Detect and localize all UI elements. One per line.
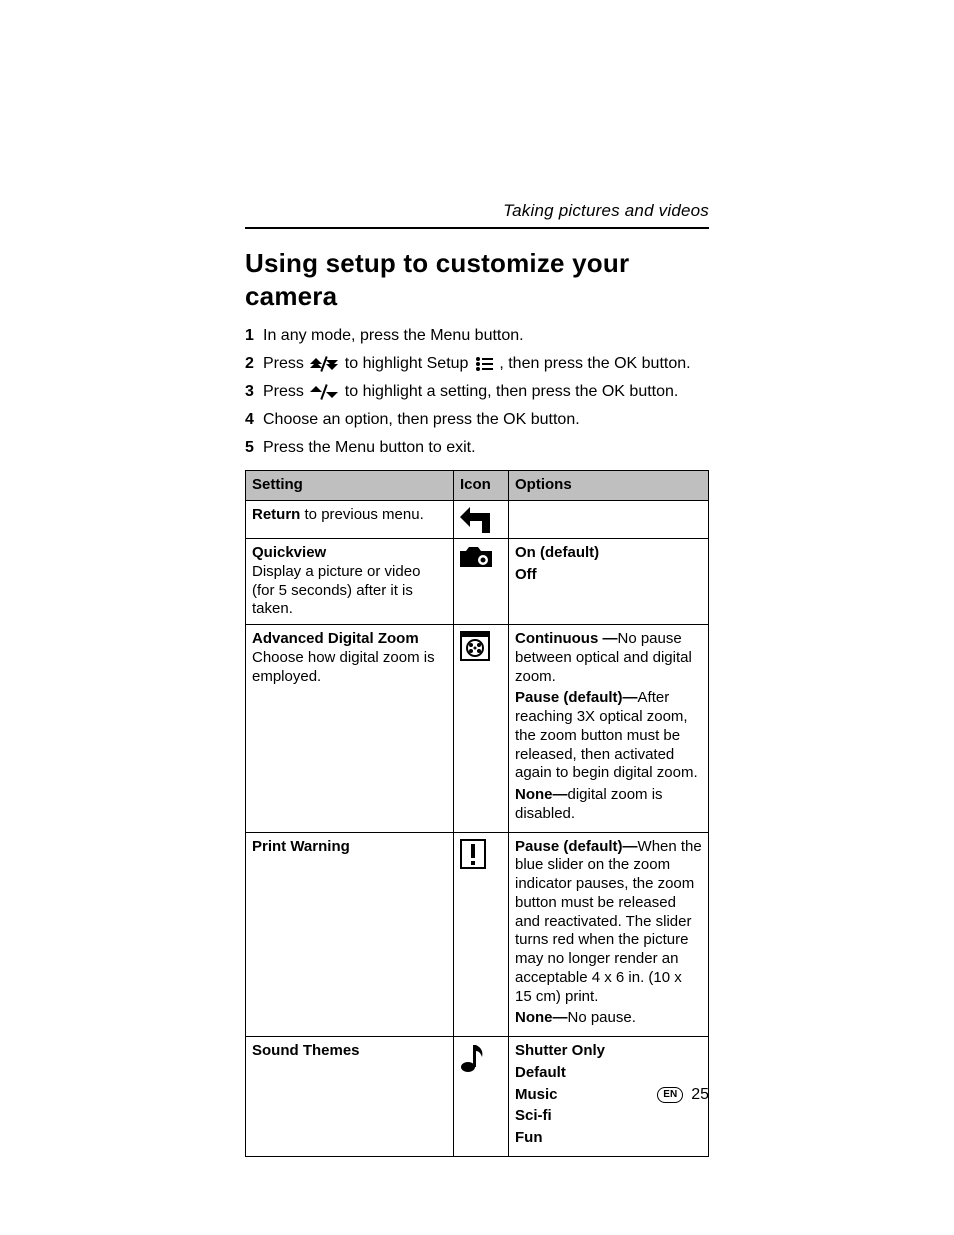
setting-name: Return bbox=[252, 506, 300, 523]
step-text-mid: to highlight a setting, then press the O… bbox=[345, 383, 679, 400]
page-heading: Using setup to customize your camera bbox=[245, 247, 709, 312]
step-number: 2 bbox=[245, 354, 263, 374]
option-bold: Pause (default)— bbox=[515, 838, 638, 855]
table-row: Return to previous menu. bbox=[246, 501, 709, 539]
setting-cell: Return to previous menu. bbox=[246, 501, 454, 539]
option-bold: None— bbox=[515, 786, 568, 803]
quickview-icon bbox=[460, 545, 502, 569]
option-bold: Off bbox=[515, 566, 537, 583]
running-header: Taking pictures and videos bbox=[245, 200, 709, 229]
warning-icon bbox=[460, 839, 502, 869]
step-text: Choose an option, then press the OK butt… bbox=[263, 410, 709, 430]
page-number: 25 bbox=[691, 1085, 709, 1105]
step-3: 3 Press to highlight a setting, then pre… bbox=[245, 382, 709, 402]
step-text: Press to highlight a setting, then press… bbox=[263, 382, 709, 402]
step-4: 4 Choose an option, then press the OK bu… bbox=[245, 410, 709, 430]
music-icon bbox=[460, 1043, 502, 1073]
setting-name: Quickview bbox=[252, 544, 447, 563]
step-text: In any mode, press the Menu button. bbox=[263, 326, 709, 346]
icon-cell bbox=[454, 539, 509, 625]
options-cell: Pause (default)—When the blue slider on … bbox=[509, 832, 709, 1037]
icon-cell bbox=[454, 501, 509, 539]
option-bold: Music bbox=[515, 1086, 558, 1103]
option-bold: On (default) bbox=[515, 544, 599, 561]
updown-icon bbox=[310, 384, 338, 400]
step-2: 2 Press to highlight Setup , then press … bbox=[245, 354, 709, 374]
setting-rest: to previous menu. bbox=[300, 506, 423, 523]
option-bold: Continuous — bbox=[515, 630, 617, 647]
th-icon: Icon bbox=[454, 471, 509, 501]
lang-badge: EN bbox=[657, 1087, 683, 1103]
option-bold: Fun bbox=[515, 1129, 543, 1146]
options-cell: On (default) Off bbox=[509, 539, 709, 625]
steps-list: 1 In any mode, press the Menu button. 2 … bbox=[245, 326, 709, 458]
options-cell: Continuous —No pause between optical and… bbox=[509, 625, 709, 833]
setting-desc: Choose how digital zoom is employed. bbox=[252, 649, 447, 687]
option-bold: Pause (default)— bbox=[515, 689, 638, 706]
setting-name: Print Warning bbox=[252, 838, 447, 857]
th-setting: Setting bbox=[246, 471, 454, 501]
option-text: When the blue slider on the zoom indicat… bbox=[515, 838, 702, 1005]
table-row: Print Warning Pause (default)—When the b… bbox=[246, 832, 709, 1037]
setting-cell: Advanced Digital Zoom Choose how digital… bbox=[246, 625, 454, 833]
table-row: Sound Themes Shutter Only Default Music … bbox=[246, 1037, 709, 1157]
settings-table: Setting Icon Options Return to previous … bbox=[245, 470, 709, 1157]
step-number: 5 bbox=[245, 438, 263, 458]
option-bold: Shutter Only bbox=[515, 1042, 605, 1059]
option-bold: Default bbox=[515, 1064, 566, 1081]
step-number: 1 bbox=[245, 326, 263, 346]
icon-cell bbox=[454, 832, 509, 1037]
table-row: Advanced Digital Zoom Choose how digital… bbox=[246, 625, 709, 833]
step-text-pre: Press bbox=[263, 355, 308, 372]
step-1: 1 In any mode, press the Menu button. bbox=[245, 326, 709, 346]
step-text-pre: Press bbox=[263, 383, 308, 400]
setting-desc: Display a picture or video (for 5 second… bbox=[252, 563, 447, 619]
return-icon bbox=[460, 507, 502, 533]
step-5: 5 Press the Menu button to exit. bbox=[245, 438, 709, 458]
setting-name: Advanced Digital Zoom bbox=[252, 630, 447, 649]
setting-cell: Print Warning bbox=[246, 832, 454, 1037]
step-number: 4 bbox=[245, 410, 263, 430]
step-number: 3 bbox=[245, 382, 263, 402]
setting-cell: Sound Themes bbox=[246, 1037, 454, 1157]
th-options: Options bbox=[509, 471, 709, 501]
page-footer: EN 25 bbox=[657, 1085, 709, 1105]
step-text: Press to highlight Setup , then press th… bbox=[263, 354, 709, 374]
options-cell bbox=[509, 501, 709, 539]
option-bold: None— bbox=[515, 1009, 568, 1026]
step-text: Press the Menu button to exit. bbox=[263, 438, 709, 458]
step-text-post: , then press the OK button. bbox=[499, 355, 690, 372]
option-text: No pause. bbox=[568, 1009, 636, 1026]
icon-cell bbox=[454, 1037, 509, 1157]
advzoom-icon bbox=[460, 631, 502, 661]
icon-cell bbox=[454, 625, 509, 833]
step-text-mid: to highlight Setup bbox=[345, 355, 473, 372]
option-bold: Sci-fi bbox=[515, 1107, 552, 1124]
setting-name: Sound Themes bbox=[252, 1042, 447, 1061]
table-row: Quickview Display a picture or video (fo… bbox=[246, 539, 709, 625]
setup-icon bbox=[475, 356, 493, 372]
setting-cell: Quickview Display a picture or video (fo… bbox=[246, 539, 454, 625]
updown-icon bbox=[310, 356, 338, 372]
